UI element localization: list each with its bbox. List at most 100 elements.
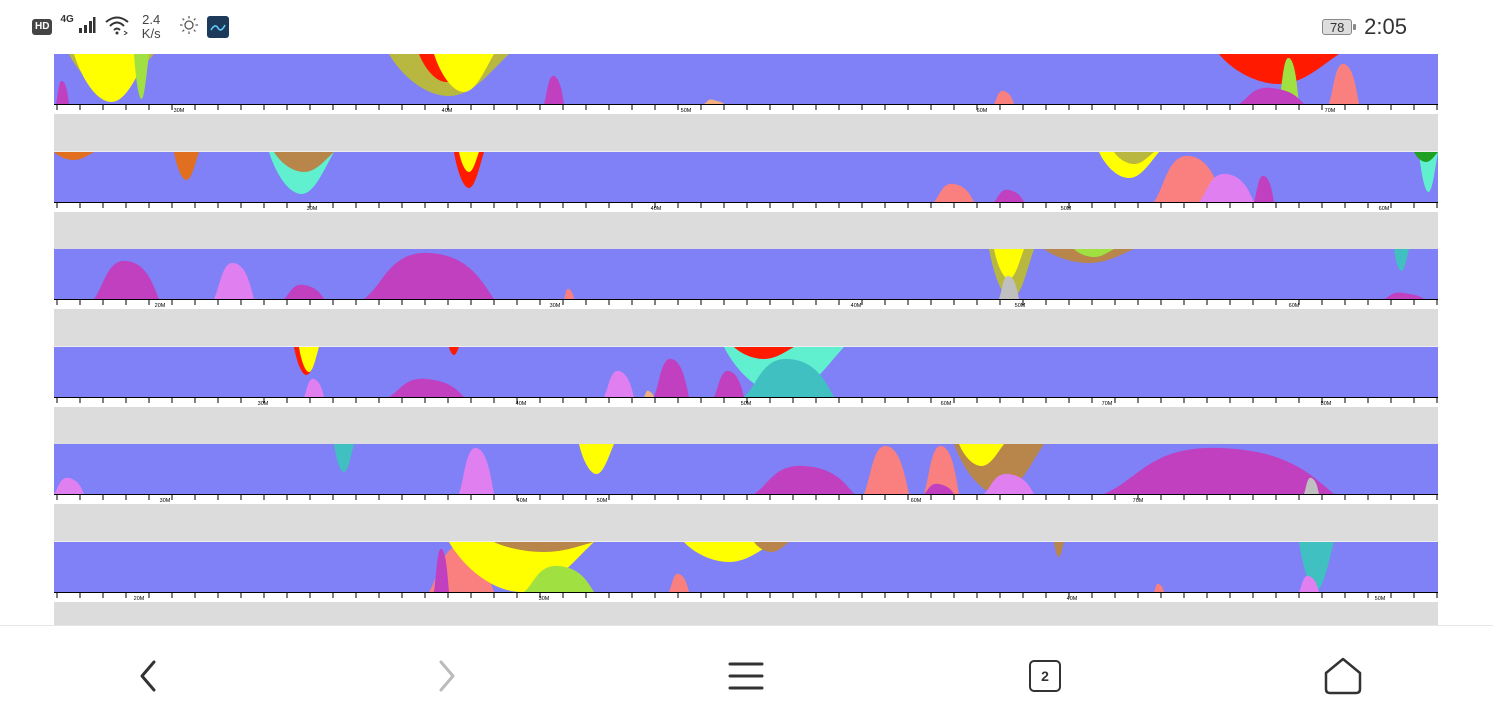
track-gap [54,211,1438,249]
ancestry-segment [654,358,689,397]
ancestry-segment [579,444,614,474]
tick-label: 50M [1375,596,1386,602]
ancestry-segment [94,260,159,299]
home-button[interactable] [1313,646,1373,706]
app-icon [206,16,229,38]
track-svg: 20M 30M 40M 50M 60M [54,249,1438,347]
tick-label: 40M [651,206,662,212]
tabs-button[interactable]: 2 [1015,646,1075,706]
track-gap [54,504,1438,542]
ancestry-segment [1384,292,1424,299]
ancestry-segment [54,151,94,160]
tick-label: 60M [941,401,952,407]
tick-label: 70M [1102,401,1113,407]
tick-label: 50M [1015,303,1026,309]
tick-label: 60M [911,498,922,504]
tick-label: 50M [741,401,752,407]
status-left: HD 4G 2.4 K/s [32,10,229,44]
track-ruler [54,494,1438,504]
ancestry-segment [604,370,634,397]
ancestry-segment [1154,583,1164,592]
tick-label: 50M [597,498,608,504]
track-ruler [54,201,1438,212]
ancestry-segment [1074,249,1114,257]
navigation-bar: 2 [0,625,1493,721]
tick-label: 30M [307,206,318,212]
tick-label: 60M [977,108,988,114]
ancestry-segment [1114,151,1154,164]
ancestry-segment [1239,87,1304,104]
forward-button[interactable] [417,646,477,706]
tick-label: 30M [539,596,550,602]
ancestry-segment [299,346,319,372]
back-button[interactable] [118,646,178,706]
brightness-icon [179,15,199,40]
tick-label: 70M [1325,108,1336,114]
ancestry-segment [274,151,334,172]
ancestry-segment [1104,447,1334,494]
ancestry-segment [284,284,324,299]
chromosome-track-3[interactable]: 20M 30M 40M 50M 60M [54,249,1438,347]
menu-icon [728,662,764,690]
tick-label: 70M [1133,498,1144,504]
ancestry-segment [934,183,974,202]
ancestry-segment [734,346,794,359]
tabs-count: 2 [1041,668,1049,684]
ancestry-segment [389,378,464,397]
track-band [54,54,1438,104]
ancestry-segment [1254,175,1274,202]
track-gap [54,114,1438,152]
wifi-icon [104,15,130,40]
track-gap [54,309,1438,347]
ancestry-segment [564,288,574,299]
ancestry-segment [174,151,199,180]
track-svg: 30M 40M 50M 60M 70M 80M [54,346,1438,444]
ancestry-segment [994,189,1024,202]
speed-unit: K/s [141,26,161,41]
ancestry-segment [1394,249,1409,271]
chromosome-track-1[interactable]: 30M 40M 50M 60M 70M [54,54,1438,152]
track-ruler [54,396,1438,407]
ancestry-segment [1304,477,1319,494]
network-speed: 2.4 K/s [142,13,161,41]
track-ruler [54,591,1438,602]
clock: 2:05 [1364,14,1407,39]
ancestry-segment [304,378,324,397]
tick-label: 40M [516,401,527,407]
tick-label: 50M [681,108,692,114]
ancestry-segment [994,90,1014,104]
chromosome-track-5[interactable]: 30M 40M 50M 60M 70M [54,444,1438,542]
ancestry-segment [999,275,1019,299]
tick-label: 40M [1067,596,1078,602]
ancestry-segment [494,541,594,552]
track-band [54,249,1438,299]
chromosome-painting-chart[interactable]: 30M 40M 50M 60M 70M 30M 40M 50M 60M 20M 30M 40M 50M 6… [54,54,1438,639]
battery-level: 78 [1329,19,1345,35]
ancestry-segment [924,445,959,494]
ancestry-segment [459,151,479,172]
ancestry-segment [1329,63,1359,104]
ancestry-segment [714,370,744,397]
tick-label: 30M [258,401,269,407]
ancestry-segment [754,465,854,494]
tick-label: 20M [134,596,145,602]
tick-label: 30M [174,108,185,114]
track-svg: 30M 40M 50M 60M 70M [54,444,1438,542]
ancestry-segment [1414,151,1438,162]
ancestry-segment [334,444,354,472]
ancestry-segment [744,358,834,397]
status-bar: HD 4G 2.4 K/s [0,0,1493,54]
ancestry-segment [134,54,149,99]
ancestry-segment [959,444,1004,466]
ancestry-segment [1219,54,1339,84]
tick-label: 80M [1321,401,1332,407]
tick-label: 40M [517,498,528,504]
menu-button[interactable] [716,646,776,706]
ancestry-segment [984,473,1034,494]
chromosome-track-2[interactable]: 30M 40M 50M 60M [54,151,1438,249]
tick-label: 40M [851,303,862,309]
ancestry-segment [1419,151,1438,192]
ancestry-segment [704,99,724,104]
ancestry-segment [364,252,494,299]
chromosome-track-4[interactable]: 30M 40M 50M 60M 70M 80M [54,346,1438,444]
